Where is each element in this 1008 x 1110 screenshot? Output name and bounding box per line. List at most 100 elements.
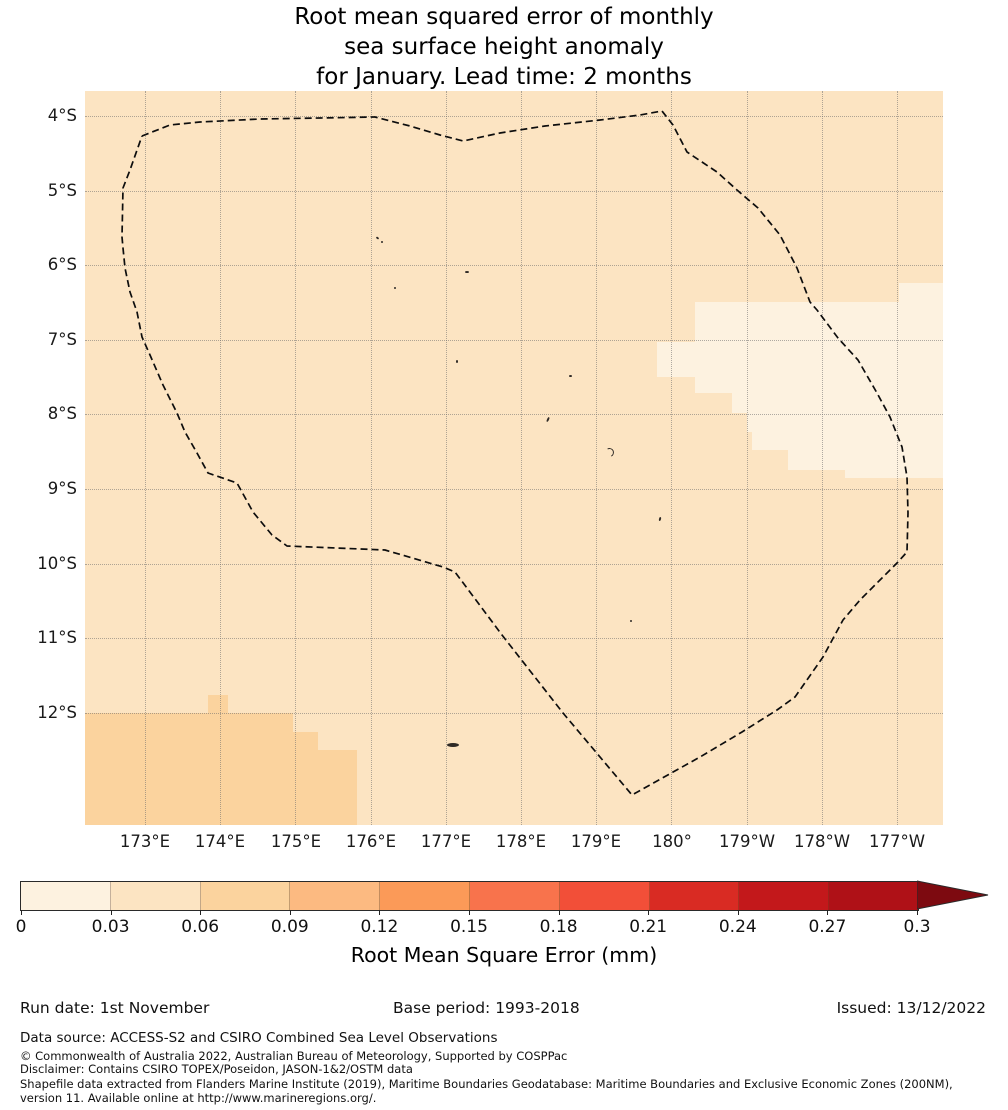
rmse-bin-0-0.03 — [788, 450, 943, 470]
island-mark — [630, 620, 632, 622]
island-mark — [658, 516, 662, 522]
lon-tick-label: 177°E — [420, 832, 472, 851]
colorbar-tick-label: 0.27 — [808, 917, 847, 937]
latitude-gridline — [85, 638, 943, 639]
rmse-bin-0-0.03 — [747, 413, 899, 432]
longitude-gridline — [671, 91, 672, 825]
longitude-gridline — [596, 91, 597, 825]
island-mark — [569, 375, 572, 377]
rmse-bin-0-0.03 — [845, 470, 943, 478]
lon-tick-label: 176°E — [345, 832, 397, 851]
colorbar-tick-label: 0.18 — [539, 917, 578, 937]
rmse-bin-0.06-0.09 — [208, 695, 228, 713]
longitude-gridline — [145, 91, 146, 825]
longitude-gridline — [897, 91, 898, 825]
rmse-bin-0.06-0.09 — [318, 750, 357, 825]
colorbar-tick — [21, 910, 22, 915]
colorbar-tick-label: 0.15 — [450, 917, 488, 937]
colorbar-tick-label: 0.06 — [181, 917, 220, 937]
map-plot — [85, 91, 943, 825]
longitude-gridline — [295, 91, 296, 825]
latitude-gridline — [85, 116, 943, 117]
lon-tick-label: 178°W — [793, 832, 851, 851]
longitude-gridline — [220, 91, 221, 825]
colorbar-tick-label: 0.21 — [629, 917, 668, 937]
longitude-gridline — [521, 91, 522, 825]
longitude-gridline — [446, 91, 447, 825]
lon-tick-label: 173°E — [119, 832, 171, 851]
shapefile-note-line1: Shapefile data extracted from Flanders M… — [20, 1077, 953, 1091]
colorbar — [20, 881, 919, 911]
island-mark — [456, 360, 458, 363]
latitude-gridline — [85, 414, 943, 415]
colorbar-extend-arrow — [917, 880, 989, 910]
colorbar-label: Root Mean Square Error (mm) — [350, 943, 658, 967]
chart-title: Root mean squared error of monthly sea s… — [0, 2, 1008, 92]
island-mark — [394, 287, 396, 289]
lon-tick-label: 179°E — [570, 832, 622, 851]
data-source-text: Data source: ACCESS-S2 and CSIRO Combine… — [20, 1030, 498, 1046]
latitude-gridline — [85, 713, 943, 714]
colorbar-segment — [380, 882, 470, 910]
colorbar-segment — [829, 882, 918, 910]
colorbar-segment — [559, 882, 650, 910]
lon-tick-label: 174°E — [194, 832, 246, 851]
island-mark — [465, 271, 469, 273]
colorbar-tick — [917, 910, 918, 915]
funafuti-atoll-mark — [603, 446, 616, 459]
lon-tick-label: 180° — [652, 832, 692, 851]
disclaimer-text: Disclaimer: Contains CSIRO TOPEX/Poseido… — [20, 1062, 413, 1076]
colorbar-tick — [827, 910, 829, 915]
lat-tick-label: 4°S — [47, 106, 77, 125]
rmse-bin-0-0.03 — [657, 342, 695, 377]
rmse-bin-0.06-0.09 — [293, 732, 318, 825]
rmse-bin-0.06-0.09 — [85, 713, 293, 825]
colorbar-segment — [200, 882, 291, 910]
island-mark — [375, 236, 380, 240]
latitude-gridline — [85, 564, 943, 565]
lat-tick-label: 5°S — [47, 181, 77, 200]
colorbar-tick-label: 0.12 — [360, 917, 399, 937]
title-line-3: for January. Lead time: 2 months — [316, 64, 692, 90]
colorbar-segment — [739, 882, 830, 910]
colorbar-tick — [558, 910, 560, 915]
colorbar-tick — [737, 910, 739, 915]
longitude-gridline — [822, 91, 823, 825]
lon-tick-label: 179°W — [718, 832, 776, 851]
colorbar-tick — [110, 910, 112, 915]
latitude-gridline — [85, 340, 943, 341]
rmse-bin-0-0.03 — [899, 283, 943, 450]
title-line-2: sea surface height anomaly — [344, 34, 664, 60]
lat-tick-label: 7°S — [47, 330, 77, 349]
rmse-bin-0-0.03 — [752, 432, 899, 450]
colorbar-tick — [200, 910, 202, 915]
colorbar-tick-label: 0.24 — [718, 917, 757, 937]
latitude-gridline — [85, 191, 943, 192]
lon-tick-label: 177°W — [868, 832, 926, 851]
colorbar-segment — [110, 882, 201, 910]
colorbar-tick — [469, 910, 470, 915]
latitude-gridline — [85, 265, 943, 266]
lat-tick-label: 11°S — [37, 628, 77, 647]
colorbar-segment — [21, 882, 111, 910]
title-line-1: Root mean squared error of monthly — [294, 4, 714, 30]
rmse-bin-0-0.03 — [695, 302, 899, 393]
colorbar-tick — [379, 910, 381, 915]
island-mark — [447, 743, 459, 747]
colorbar-tick-label: 0.09 — [270, 917, 309, 937]
base-period-text: Base period: 1993-2018 — [393, 999, 580, 1017]
shapefile-note-line2: version 11. Available online at http://w… — [20, 1091, 377, 1105]
longitude-gridline — [371, 91, 372, 825]
lat-tick-label: 12°S — [37, 703, 77, 722]
lon-tick-label: 178°E — [495, 832, 547, 851]
lat-tick-label: 6°S — [47, 255, 77, 274]
run-date-text: Run date: 1st November — [20, 999, 210, 1017]
colorbar-segment — [290, 882, 381, 910]
lat-tick-label: 8°S — [47, 404, 77, 423]
lat-tick-label: 9°S — [47, 479, 77, 498]
colorbar-tick — [648, 910, 650, 915]
island-mark — [381, 241, 383, 243]
lat-tick-label: 10°S — [37, 554, 77, 573]
latitude-gridline — [85, 489, 943, 490]
